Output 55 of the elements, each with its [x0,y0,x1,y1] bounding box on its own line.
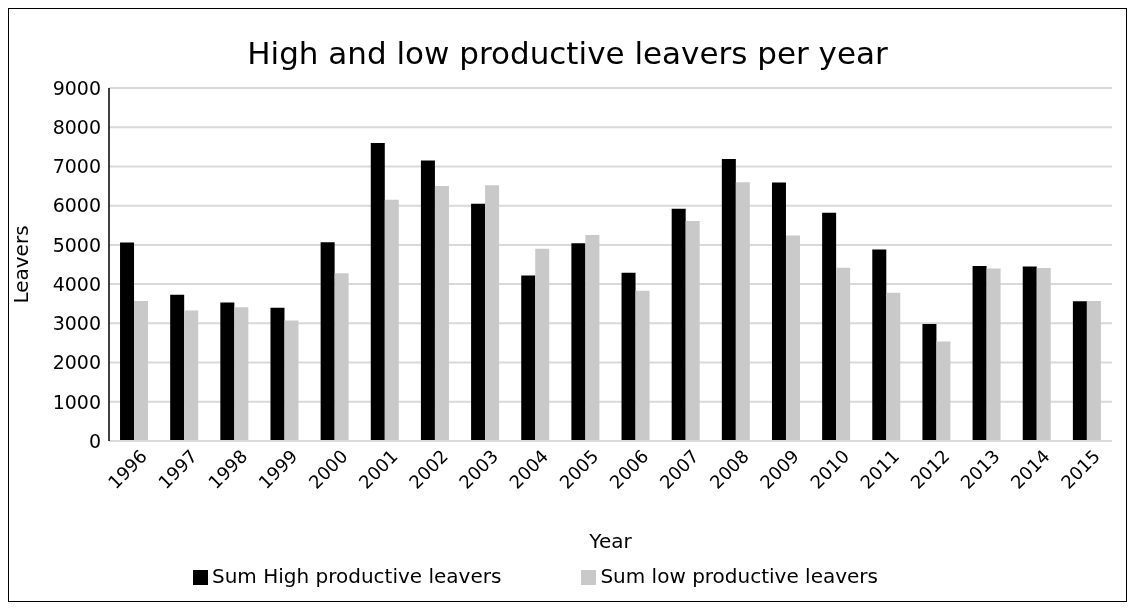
bar [635,290,650,441]
bar [735,182,750,441]
y-tick-label: 7000 [52,155,101,178]
bar [585,235,600,441]
bar [1086,300,1101,441]
bar [485,185,500,441]
bar [922,324,937,441]
y-tick-label: 4000 [52,272,101,295]
y-tick-label: 9000 [52,76,101,99]
bar [170,294,185,441]
bar [535,248,550,441]
bar [1072,301,1087,441]
x-axis-title: Year [588,529,633,553]
y-tick-label: 2000 [52,351,101,374]
bar [771,182,786,441]
bar [836,267,851,441]
bar [621,272,636,441]
y-tick-label: 3000 [52,312,101,335]
bar [134,300,149,441]
bar [936,341,951,441]
bar [822,212,837,441]
bar [972,266,987,441]
y-tick-label: 1000 [52,390,101,413]
y-tick-label: 6000 [52,194,101,217]
legend-label: Sum low productive leavers [600,564,879,588]
bar [1022,266,1037,441]
bar [1036,268,1051,441]
y-tick-label: 0 [88,429,101,452]
bar [270,307,285,441]
bar [220,302,235,441]
bar [471,203,486,441]
bar [234,307,249,441]
bar [671,208,686,441]
bar [521,275,536,441]
bar [986,268,1001,441]
bar [721,158,736,441]
bar [886,292,901,441]
bar [434,186,449,441]
bar [370,142,385,441]
chart-title: High and low productive leavers per year [246,34,889,73]
bar [334,273,349,441]
bar [685,220,700,441]
bar [120,242,135,441]
y-tick-label: 5000 [52,233,101,256]
bar [320,242,335,441]
bar [785,235,800,441]
bar [420,160,435,441]
bar [184,310,199,441]
bar [284,320,299,441]
y-axis-title: Leavers [9,225,34,304]
bar [872,249,887,441]
legend-label: Sum High productive leavers [211,564,502,588]
y-tick-label: 8000 [52,115,101,138]
bar [571,243,586,441]
bar [384,199,399,441]
